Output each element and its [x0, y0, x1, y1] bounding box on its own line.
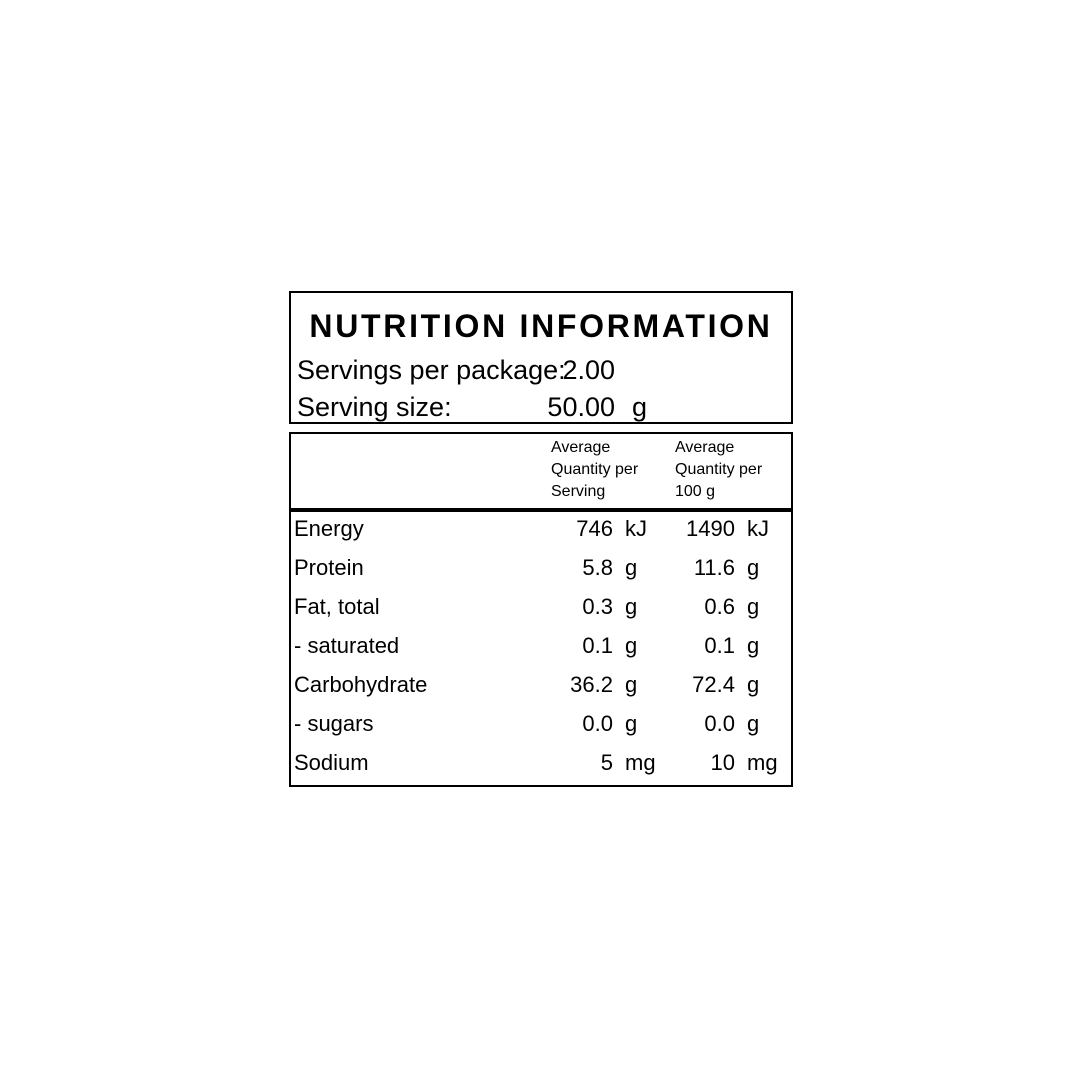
- per-100g-value: 10: [710, 750, 735, 775]
- per-serving-unit: g: [625, 711, 638, 736]
- column-headers-section: Average Quantity per Serving Average Qua…: [289, 432, 793, 510]
- nutrient-name: Carbohydrate: [294, 672, 428, 697]
- nutrition-label: NUTRITION INFORMATION Servings per packa…: [289, 291, 793, 787]
- per-100g-unit: g: [747, 555, 760, 580]
- per-serving-unit: g: [625, 594, 638, 619]
- per-100g-column-header: Average Quantity per 100 g: [675, 437, 762, 503]
- nutrient-row-fat-total: Fat, total 0.3 g 0.6 g: [291, 590, 791, 629]
- per-serving-header-line-1: Average: [551, 439, 611, 456]
- per-serving-unit: g: [625, 672, 638, 697]
- per-serving-value: 36.2: [570, 672, 613, 697]
- per-100g-header-line-3: 100 g: [675, 483, 716, 500]
- per-serving-value: 5.8: [582, 555, 613, 580]
- serving-size-label: Serving size:: [297, 392, 452, 422]
- per-100g-unit: g: [747, 633, 760, 658]
- nutrient-name: - sugars: [294, 711, 374, 736]
- per-100g-unit: g: [747, 711, 760, 736]
- nutrient-name: - saturated: [294, 633, 400, 658]
- per-serving-unit: g: [625, 633, 638, 658]
- per-serving-unit: kJ: [625, 516, 647, 541]
- label-title: NUTRITION INFORMATION: [309, 308, 773, 344]
- label-header-section: NUTRITION INFORMATION Servings per packa…: [289, 291, 793, 424]
- per-100g-header-line-2: Quantity per: [675, 461, 763, 478]
- per-serving-value: 5: [600, 750, 613, 775]
- per-100g-value: 11.6: [693, 555, 735, 580]
- per-serving-value: 0.0: [582, 711, 613, 736]
- per-100g-unit: mg: [747, 750, 778, 775]
- per-serving-value: 0.3: [582, 594, 613, 619]
- nutrient-row-saturated-fat: - saturated 0.1 g 0.1 g: [291, 629, 791, 668]
- nutrient-row-carbohydrate: Carbohydrate 36.2 g 72.4 g: [291, 668, 791, 707]
- servings-per-package-row: Servings per package: 2.00: [291, 355, 791, 386]
- per-serving-unit: g: [625, 555, 638, 580]
- servings-per-package-value: 2.00: [562, 355, 615, 385]
- servings-per-package-label: Servings per package:: [297, 355, 566, 385]
- serving-size-unit: g: [632, 392, 648, 422]
- serving-size-value: 50.00: [547, 392, 615, 422]
- per-100g-header-line-1: Average: [675, 439, 735, 456]
- per-100g-value: 72.4: [692, 672, 735, 697]
- nutrient-row-energy: Energy 746 kJ 1490 kJ: [291, 512, 791, 551]
- per-serving-column-header: Average Quantity per Serving: [551, 437, 638, 503]
- per-serving-header-line-3: Serving: [551, 483, 606, 500]
- nutrient-name: Sodium: [294, 750, 369, 775]
- nutrient-name: Protein: [294, 555, 364, 580]
- per-100g-unit: g: [747, 672, 760, 697]
- per-100g-value: 1490: [686, 516, 735, 541]
- nutrient-name: Energy: [294, 516, 364, 541]
- per-serving-value: 0.1: [582, 633, 613, 658]
- per-serving-unit: mg: [625, 750, 656, 775]
- nutrients-section: Energy 746 kJ 1490 kJ Protein 5.8 g 11.6…: [289, 510, 793, 787]
- per-100g-unit: g: [747, 594, 760, 619]
- per-100g-value: 0.1: [704, 633, 735, 658]
- per-100g-value: 0.6: [704, 594, 735, 619]
- per-serving-value: 746: [576, 516, 613, 541]
- nutrient-row-sugars: - sugars 0.0 g 0.0 g: [291, 707, 791, 746]
- nutrient-row-protein: Protein 5.8 g 11.6 g: [291, 551, 791, 590]
- per-100g-unit: kJ: [747, 516, 769, 541]
- per-100g-value: 0.0: [704, 711, 735, 736]
- nutrient-row-sodium: Sodium 5 mg 10 mg: [291, 746, 791, 785]
- per-serving-header-line-2: Quantity per: [551, 461, 639, 478]
- serving-size-row: Serving size: 50.00 g: [291, 392, 791, 423]
- nutrient-name: Fat, total: [294, 594, 380, 619]
